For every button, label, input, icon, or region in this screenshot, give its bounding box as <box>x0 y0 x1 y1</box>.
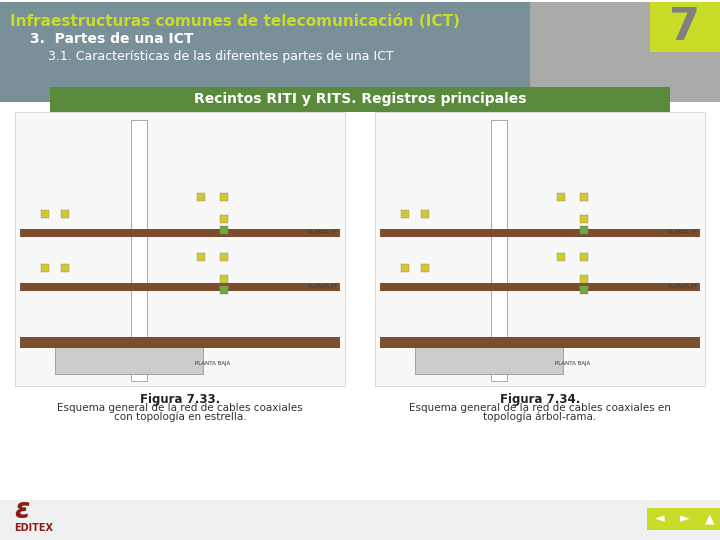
Text: Esquema general de la red de cables coaxiales en: Esquema general de la red de cables coax… <box>409 403 671 413</box>
Text: Infraestructuras comunes de telecomunicación (ICT): Infraestructuras comunes de telecomunica… <box>10 14 460 29</box>
Bar <box>580 275 588 283</box>
Bar <box>220 193 228 201</box>
Bar <box>580 193 588 201</box>
Bar <box>130 120 147 381</box>
Bar <box>530 2 720 102</box>
Bar <box>380 283 700 291</box>
Text: 7: 7 <box>670 5 701 49</box>
Bar <box>20 340 340 348</box>
Text: Figura 7.33.: Figura 7.33. <box>140 393 220 406</box>
Bar <box>20 337 340 345</box>
Bar <box>402 264 410 272</box>
Text: Esquema general de la red de cables coaxiales: Esquema general de la red de cables coax… <box>57 403 303 413</box>
Text: ►: ► <box>680 512 690 525</box>
Text: EDITEX: EDITEX <box>14 523 53 533</box>
Text: Recintos RITI y RITS. Registros principales: Recintos RITI y RITS. Registros principa… <box>194 92 526 106</box>
Bar <box>380 229 700 237</box>
Bar <box>220 275 228 283</box>
Bar <box>697 508 720 530</box>
Text: 3.  Partes de una ICT: 3. Partes de una ICT <box>30 32 194 46</box>
Bar <box>197 193 204 201</box>
Bar <box>421 210 429 218</box>
Bar <box>20 283 340 291</box>
Bar <box>220 226 228 234</box>
Bar <box>380 340 700 348</box>
Bar <box>375 112 705 386</box>
Bar <box>580 215 588 223</box>
Text: ◄: ◄ <box>655 512 665 525</box>
Text: PLANTA 2ª: PLANTA 2ª <box>668 285 697 289</box>
Bar <box>42 264 50 272</box>
Text: 3.1. Características de las diferentes partes de una ICT: 3.1. Características de las diferentes p… <box>48 50 394 63</box>
Text: ▲: ▲ <box>705 512 715 525</box>
Text: ε: ε <box>14 496 30 524</box>
Bar <box>220 215 228 223</box>
Text: PLANTA 1ª: PLANTA 1ª <box>668 230 697 235</box>
Bar <box>650 2 720 52</box>
Text: PLANTA 1ª: PLANTA 1ª <box>308 230 337 235</box>
Bar <box>197 253 204 261</box>
Bar <box>15 112 345 386</box>
Bar <box>415 341 563 374</box>
Bar <box>55 341 203 374</box>
Bar <box>580 253 588 261</box>
Bar <box>50 87 670 112</box>
Bar <box>380 337 700 345</box>
Bar <box>580 226 588 234</box>
Text: PLANTA BAJA: PLANTA BAJA <box>555 361 590 367</box>
Bar <box>557 193 564 201</box>
Bar <box>0 500 720 540</box>
Bar <box>490 120 507 381</box>
Text: Figura 7.34.: Figura 7.34. <box>500 393 580 406</box>
Bar <box>220 253 228 261</box>
Bar <box>61 210 69 218</box>
Bar <box>42 210 50 218</box>
FancyBboxPatch shape <box>0 2 720 102</box>
Bar <box>647 508 673 530</box>
Bar <box>672 508 698 530</box>
Text: PLANTA 2ª: PLANTA 2ª <box>308 285 337 289</box>
Bar <box>580 286 588 294</box>
Bar <box>20 229 340 237</box>
Bar <box>557 253 564 261</box>
Bar <box>61 264 69 272</box>
Bar <box>402 210 410 218</box>
Bar <box>421 264 429 272</box>
Text: con topología en estrella.: con topología en estrella. <box>114 411 246 422</box>
Text: topología árbol-rama.: topología árbol-rama. <box>483 411 597 422</box>
Bar <box>220 286 228 294</box>
Text: PLANTA BAJA: PLANTA BAJA <box>195 361 230 367</box>
